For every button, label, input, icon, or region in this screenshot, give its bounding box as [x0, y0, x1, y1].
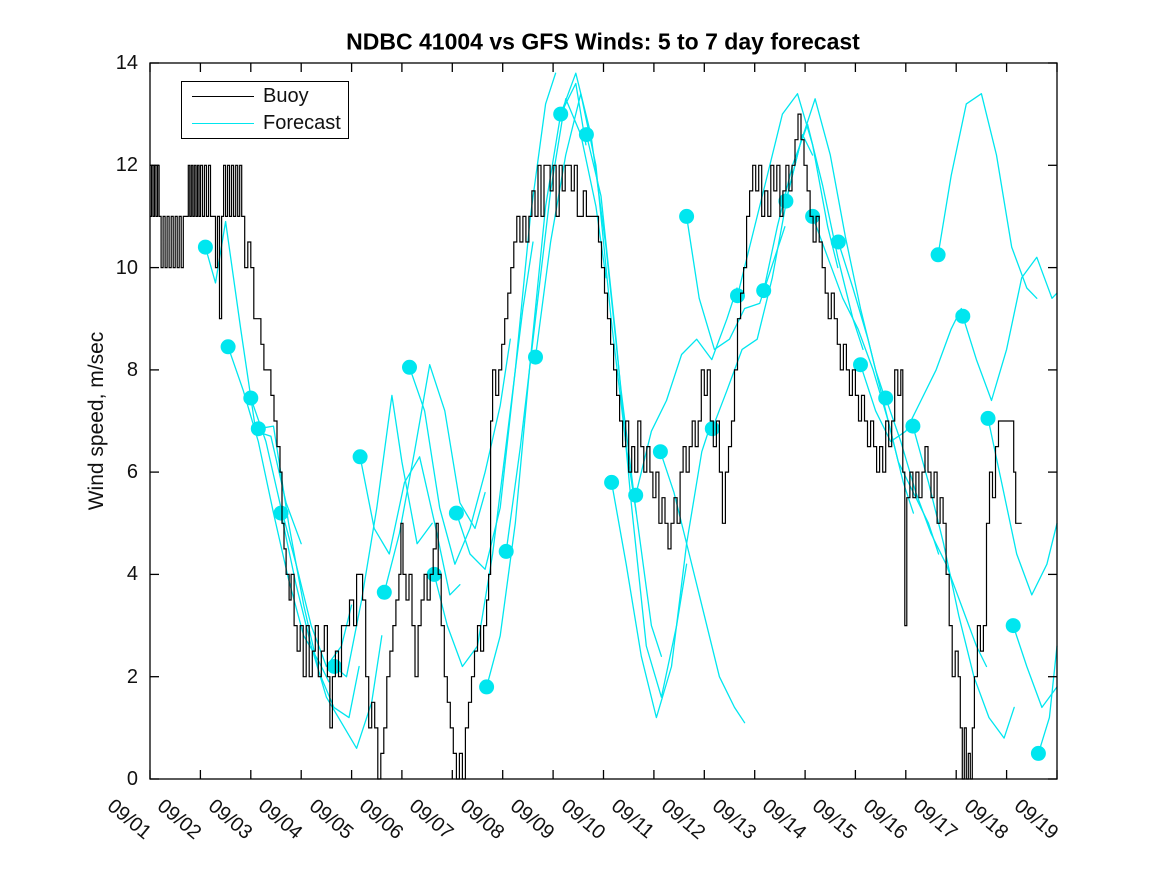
forecast-segment — [505, 98, 607, 553]
y-tick-label: 0 — [126, 768, 138, 790]
y-tick-label: 12 — [115, 154, 138, 177]
forecast-start-dot — [273, 505, 289, 521]
forecast-segment — [736, 93, 839, 297]
forecast-segment — [1037, 645, 1058, 755]
forecast-segment — [333, 394, 433, 678]
forecast-segment — [408, 338, 511, 565]
forecast-segment — [937, 93, 1038, 299]
forecast-segment — [560, 72, 663, 657]
forecast-start-dot — [730, 288, 745, 304]
y-tick-label: 4 — [126, 563, 138, 586]
forecast-start-dot — [479, 679, 495, 695]
forecast-start-dot — [376, 584, 392, 600]
axes-border — [149, 62, 1058, 780]
forecast-start-dot — [243, 390, 259, 406]
forecast-start-dot — [553, 106, 569, 122]
forecast-start-dot — [326, 659, 342, 674]
forecast-start-dot — [528, 349, 543, 365]
forecast-segment — [250, 397, 353, 668]
buoy-line-sample-icon — [192, 96, 254, 97]
forecast-start-dot — [250, 421, 266, 437]
forecast-segment — [455, 72, 557, 570]
forecast-segment — [811, 215, 915, 514]
forecast-segment — [987, 417, 1058, 596]
forecast-segment — [962, 256, 1058, 402]
forecast-start-dot — [930, 247, 946, 263]
y-tick-label: 2 — [126, 665, 138, 688]
buoy-series — [150, 113, 1022, 780]
y-tick-label: 14 — [115, 52, 138, 74]
forecast-start-dot — [778, 193, 794, 209]
legend-item-forecast: Forecast — [182, 110, 348, 137]
forecast-start-dot — [628, 487, 644, 503]
forecast-start-dot — [830, 234, 846, 250]
forecast-segment — [485, 82, 587, 688]
forecast-start-dot — [197, 239, 213, 255]
forecast-start-dot — [704, 421, 720, 437]
chart-title: NDBC 41004 vs GFS Winds: 5 to 7 day fore… — [346, 28, 860, 55]
forecast-segment — [280, 512, 383, 749]
forecast-start-dot — [679, 208, 695, 224]
forecast-start-dot — [578, 127, 594, 143]
forecast-start-dot — [402, 359, 417, 375]
forecast-segment — [433, 241, 534, 668]
forecast-segment — [1012, 624, 1058, 709]
forecast-start-dot — [498, 543, 514, 559]
forecast-start-dot — [905, 418, 921, 434]
forecast-start-dot — [220, 339, 236, 355]
y-tick-label: 8 — [126, 358, 138, 381]
legend-label-forecast: Forecast — [263, 112, 341, 134]
forecast-segment — [359, 456, 461, 596]
y-tick-label: 10 — [115, 256, 138, 279]
forecast-segment — [859, 307, 962, 443]
forecast-start-dot — [604, 474, 620, 490]
forecast-segment — [383, 364, 486, 593]
forecast-start-dot — [756, 283, 772, 299]
legend-item-buoy: Buoy — [182, 83, 348, 110]
forecast-line-sample-icon — [192, 123, 254, 124]
forecast-start-dot — [853, 357, 868, 373]
forecast-segment — [635, 287, 738, 496]
legend-label-buoy: Buoy — [263, 85, 309, 107]
forecast-segment — [885, 397, 988, 668]
forecast-start-dot — [980, 410, 996, 426]
forecast-segment — [659, 451, 746, 724]
forecast-segment — [257, 425, 360, 719]
forecast-start-dot — [878, 390, 894, 406]
forecast-segment — [610, 420, 713, 719]
forecast-start-dot — [1005, 618, 1021, 634]
forecast-segment — [685, 215, 786, 351]
y-tick-label: 6 — [126, 461, 138, 484]
forecast-segment — [585, 133, 688, 698]
legend-box: Buoy Forecast — [181, 81, 349, 139]
forecast-start-dot — [448, 505, 464, 521]
forecast-start-dot — [652, 444, 668, 460]
forecast-start-dot — [955, 308, 971, 324]
forecast-start-dot — [352, 449, 368, 465]
forecast-start-dot — [1030, 745, 1046, 761]
forecast-segment — [711, 133, 814, 430]
